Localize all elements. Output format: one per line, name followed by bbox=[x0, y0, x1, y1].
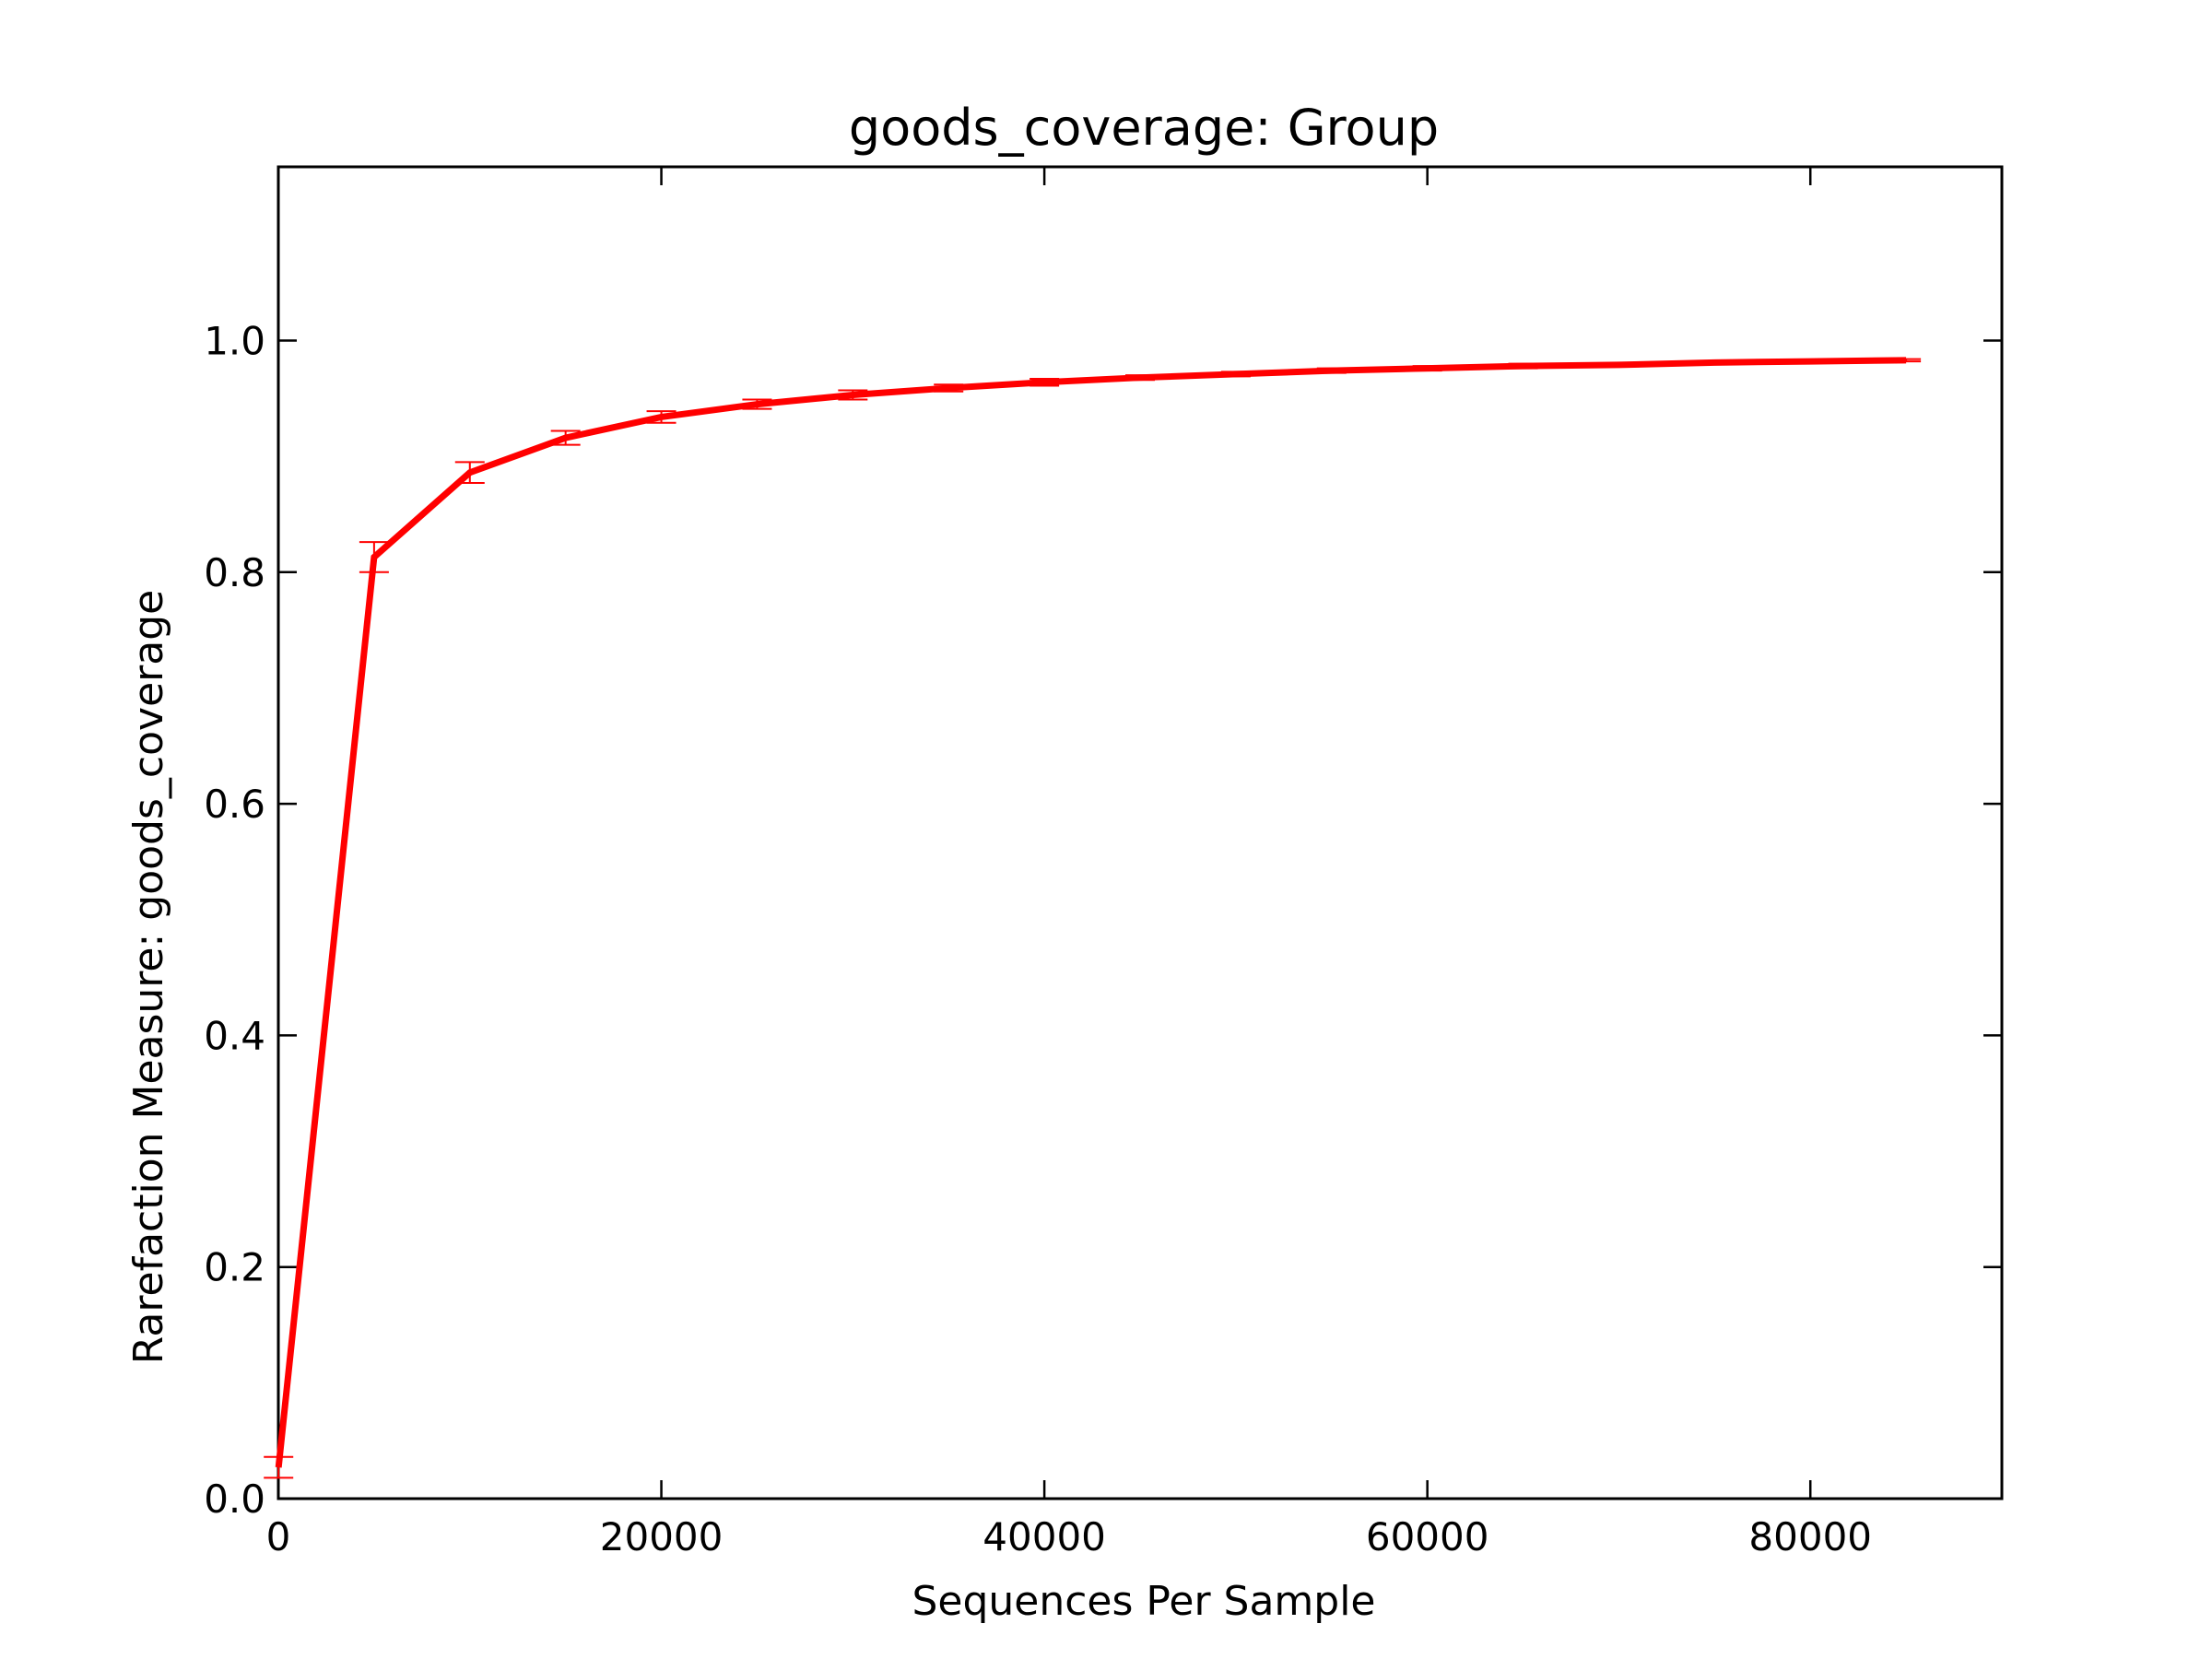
y-tick-label: 1.0 bbox=[204, 318, 265, 363]
y-tick-label: 0.2 bbox=[204, 1245, 265, 1290]
y-tick-label: 0.8 bbox=[204, 550, 265, 595]
x-tick-label: 0 bbox=[266, 1514, 291, 1559]
y-tick-label: 0.4 bbox=[204, 1013, 265, 1058]
x-tick-label: 20000 bbox=[600, 1514, 724, 1559]
x-tick-label: 80000 bbox=[1748, 1514, 1872, 1559]
x-tick-label: 60000 bbox=[1366, 1514, 1489, 1559]
y-axis-title: Rarefaction Measure: goods_coverage bbox=[125, 590, 172, 1364]
plot-frame bbox=[276, 165, 2004, 1500]
chart-title: goods_coverage: Group bbox=[849, 99, 1439, 157]
x-axis-title: Sequences Per Sample bbox=[912, 1578, 1375, 1625]
y-tick-label: 0.6 bbox=[204, 782, 265, 827]
y-tick-label: 0.0 bbox=[204, 1477, 265, 1522]
x-tick-label: 40000 bbox=[982, 1514, 1106, 1559]
series-line bbox=[275, 357, 1907, 1468]
